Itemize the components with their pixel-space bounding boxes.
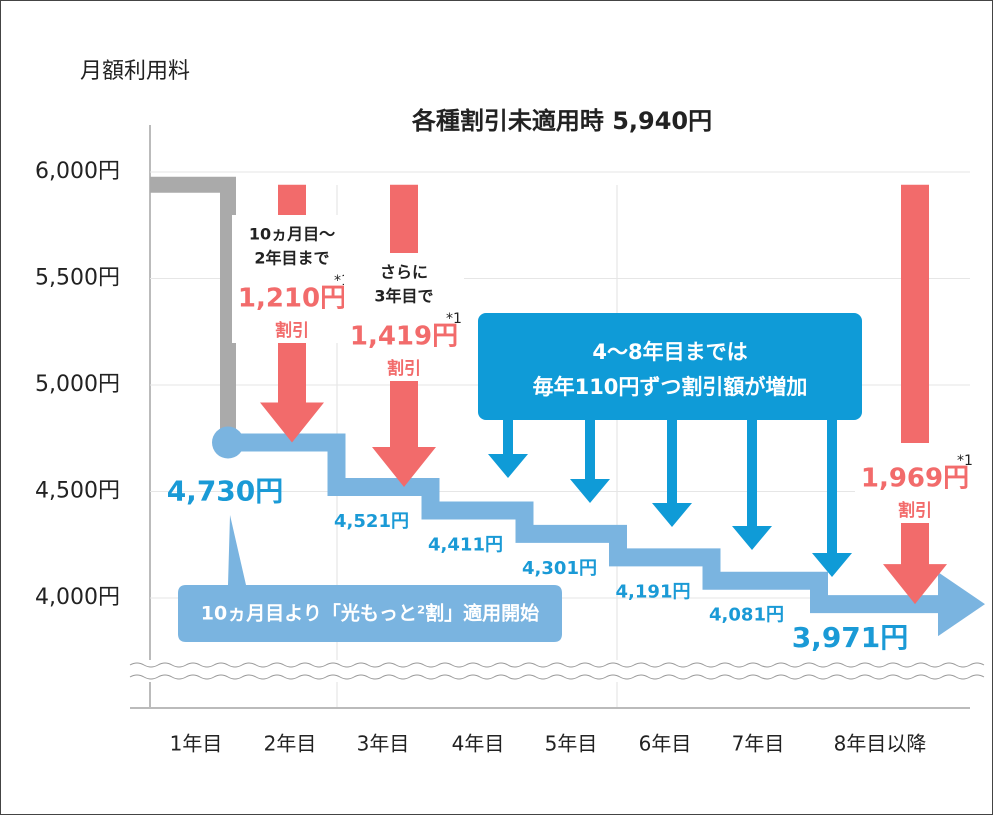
x-tick-label: 7年目 xyxy=(732,732,785,756)
start-dot xyxy=(212,426,244,459)
y-tick-label: 6,000円 xyxy=(35,159,120,184)
discount-suffix: 割引 xyxy=(275,320,309,341)
callout-arrow xyxy=(812,418,852,577)
callout-text: 4〜8年目までは xyxy=(592,340,747,364)
callout-arrow xyxy=(732,418,772,550)
base-line xyxy=(150,176,236,443)
value-label: 4,191円 xyxy=(616,581,691,602)
discount-value: 1,419円 xyxy=(350,322,458,352)
callout-arrow xyxy=(652,418,692,527)
discount-gap xyxy=(344,253,464,381)
discount-text: さらに xyxy=(380,263,428,282)
y-tick-label: 5,500円 xyxy=(35,266,120,291)
x-tick-label: 6年目 xyxy=(639,732,692,756)
callout-box xyxy=(478,313,862,420)
value-label: 4,521円 xyxy=(334,511,409,532)
x-tick-label: 2年目 xyxy=(264,732,317,756)
value-label: 4,730円 xyxy=(167,475,284,508)
callout-arrow xyxy=(488,418,528,478)
discount-value: 1,210円 xyxy=(238,284,346,314)
break-line xyxy=(129,674,985,680)
chart-title: 各種割引未適用時 5,940円 xyxy=(411,107,712,135)
discount-gap xyxy=(232,215,352,343)
x-tick-label: 1年目 xyxy=(170,732,223,756)
discount-note: *1 xyxy=(446,311,462,327)
callout-text: 毎年110円ずつ割引額が増加 xyxy=(533,375,808,399)
callout-arrow xyxy=(570,418,610,503)
discount-note: *1 xyxy=(957,453,973,469)
x-tick-label: 5年目 xyxy=(545,732,598,756)
y-tick-label: 4,500円 xyxy=(35,479,120,504)
x-tick-label: 4年目 xyxy=(452,732,505,756)
discount-suffix: 割引 xyxy=(387,358,421,379)
x-tick-label: 8年目以降 xyxy=(834,732,927,756)
value-label: 3,971円 xyxy=(792,621,909,654)
y-tick-label: 5,000円 xyxy=(35,372,120,397)
discount-text: 2年目まで xyxy=(254,249,329,268)
start-note: 10ヵ月目より「光もっと²割」適用開始 xyxy=(201,602,539,625)
break-line xyxy=(129,662,985,668)
discount-suffix: 割引 xyxy=(898,500,932,521)
value-label: 4,081円 xyxy=(709,605,784,626)
value-label: 4,411円 xyxy=(428,534,503,555)
y-tick-label: 4,000円 xyxy=(35,585,120,610)
value-label: 4,301円 xyxy=(522,558,597,579)
x-tick-label: 3年目 xyxy=(357,732,410,756)
discount-text: 10ヵ月目〜 xyxy=(249,225,335,244)
discount-value: 1,969円 xyxy=(861,464,969,494)
price-arrowhead xyxy=(938,572,985,637)
discount-text: 3年目で xyxy=(374,287,433,306)
start-note-box xyxy=(178,515,562,642)
y-axis-label: 月額利用料 xyxy=(80,59,190,84)
discount-arrow xyxy=(883,184,947,605)
discount-gap xyxy=(855,443,975,523)
axis-break xyxy=(130,660,970,682)
price-step xyxy=(228,433,940,614)
